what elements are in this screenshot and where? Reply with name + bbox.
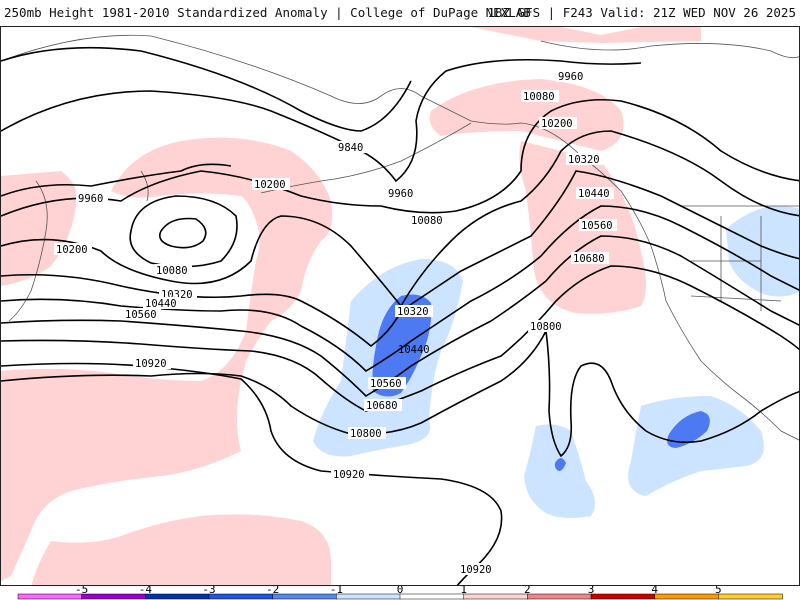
colorbar-segment	[399, 593, 465, 600]
svg-text:10320: 10320	[397, 306, 429, 318]
colorbar-segment	[527, 593, 592, 600]
contour-label: 9960	[76, 192, 108, 205]
colorbar-tick-label: 0	[397, 586, 404, 596]
contour-label: 9960	[386, 187, 418, 200]
svg-text:10920: 10920	[135, 358, 167, 370]
contour-label: 10680	[364, 399, 402, 412]
colorbar-segment	[336, 593, 401, 600]
contour-10080-loop	[129, 195, 238, 268]
contour-label: 10920	[331, 468, 369, 481]
contour-10200	[1, 130, 799, 308]
contour-10440	[1, 205, 799, 373]
contour-9840	[1, 46, 412, 132]
height-anomaly-map: 9840 9960 9960 9960 10080 10080 10080 10…	[1, 27, 799, 585]
contour-label: 10440	[398, 344, 430, 356]
svg-text:10920: 10920	[333, 469, 365, 481]
colorbar-segments	[17, 593, 783, 600]
svg-text:10560: 10560	[581, 220, 613, 232]
svg-text:9960: 9960	[388, 188, 413, 200]
colorbar-tick-label: 4	[651, 586, 658, 596]
svg-text:10440: 10440	[578, 188, 610, 200]
colorbar-ticks: -5 -4 -3 -2 -1 0 1 2 3 4 5	[75, 586, 722, 596]
contour-label: 10560	[368, 377, 406, 390]
svg-text:10080: 10080	[411, 215, 443, 227]
colorbar-tick-label: -2	[266, 586, 279, 596]
colorbar-segment	[590, 593, 656, 600]
svg-text:10560: 10560	[370, 378, 402, 390]
contour-label: 10320	[395, 305, 433, 318]
contour-label: 10800	[528, 320, 566, 333]
contour-label: 10200	[252, 178, 290, 191]
svg-text:9960: 9960	[558, 71, 583, 83]
colorbar-tick-label: -4	[139, 586, 153, 596]
colorbar-tick-label: -3	[202, 586, 215, 596]
contour-label: 10680	[571, 252, 609, 265]
negative-anomaly-areas	[313, 206, 799, 518]
contour-low	[158, 217, 207, 249]
contour-label: 9960	[556, 70, 588, 83]
contour-9960-west	[1, 58, 642, 183]
colorbar-tick-label: 2	[524, 586, 531, 596]
contour-10080-ring	[1, 98, 799, 217]
contour-label: 10920	[133, 357, 171, 370]
svg-text:10680: 10680	[573, 253, 605, 265]
contour-label: 10560	[579, 219, 617, 232]
svg-text:10800: 10800	[530, 321, 562, 333]
coastlines	[1, 34, 799, 441]
svg-text:10200: 10200	[254, 179, 286, 191]
colorbar-tick-label: 3	[588, 586, 595, 596]
contour-labels: 9840 9960 9960 9960 10080 10080 10080 10…	[54, 70, 617, 576]
map-title: 250mb Height 1981-2010 Standardized Anom…	[4, 5, 531, 20]
svg-text:10200: 10200	[56, 244, 88, 256]
svg-text:9960: 9960	[78, 193, 103, 205]
contour-label: 10440	[576, 187, 614, 200]
colorbar-segment	[81, 593, 147, 600]
colorbar-segment	[463, 593, 529, 600]
model-run-info: 18Z GFS | F243 Valid: 21Z WED NOV 26 202…	[487, 5, 796, 20]
svg-text:10680: 10680	[366, 400, 398, 412]
map-panel: 9840 9960 9960 9960 10080 10080 10080 10…	[0, 26, 800, 586]
svg-text:10320: 10320	[568, 154, 600, 166]
contour-label: 10080	[409, 214, 447, 227]
contour-10560	[1, 235, 799, 398]
svg-text:10080: 10080	[156, 265, 188, 277]
colorbar-segment	[17, 593, 83, 600]
colorbar-segment	[654, 593, 720, 600]
colorbar-segment	[718, 593, 783, 600]
colorbar-tick-label: 5	[715, 586, 722, 596]
contour-10800	[1, 328, 799, 458]
svg-text:10200: 10200	[541, 118, 573, 130]
svg-text:10080: 10080	[523, 91, 555, 103]
colorbar-tick-label: -5	[75, 586, 88, 596]
contour-label: 10800	[348, 427, 386, 440]
svg-text:10440: 10440	[145, 298, 177, 310]
contour-10680	[1, 265, 799, 412]
colorbar-segment	[145, 593, 210, 600]
contour-label: 10080	[154, 264, 192, 277]
contour-label: 10440	[143, 297, 181, 310]
contour-label: 9840	[336, 141, 368, 154]
anomaly-colorbar: -5 -4 -3 -2 -1 0 1 2 3 4 5	[17, 586, 783, 600]
contour-label: 10200	[539, 117, 577, 130]
svg-text:9840: 9840	[338, 142, 363, 154]
map-header: 250mb Height 1981-2010 Standardized Anom…	[0, 0, 800, 26]
svg-text:10920: 10920	[460, 564, 492, 576]
height-contours	[1, 46, 799, 585]
colorbar-tick-label: 1	[460, 586, 467, 596]
svg-text:10560: 10560	[125, 309, 157, 321]
contour-label: 10920	[458, 563, 496, 576]
colorbar-segment	[208, 593, 274, 600]
contour-label: 10320	[566, 153, 604, 166]
colorbar-segment	[272, 593, 338, 600]
contour-label: 10560	[123, 308, 161, 321]
contour-9960-south	[1, 163, 232, 197]
svg-text:10800: 10800	[350, 428, 382, 440]
strong-negative-anomaly-areas	[372, 294, 710, 471]
colorbar-tick-label: -1	[330, 586, 343, 596]
contour-label: 10200	[54, 243, 92, 256]
contour-label: 10080	[521, 90, 559, 103]
